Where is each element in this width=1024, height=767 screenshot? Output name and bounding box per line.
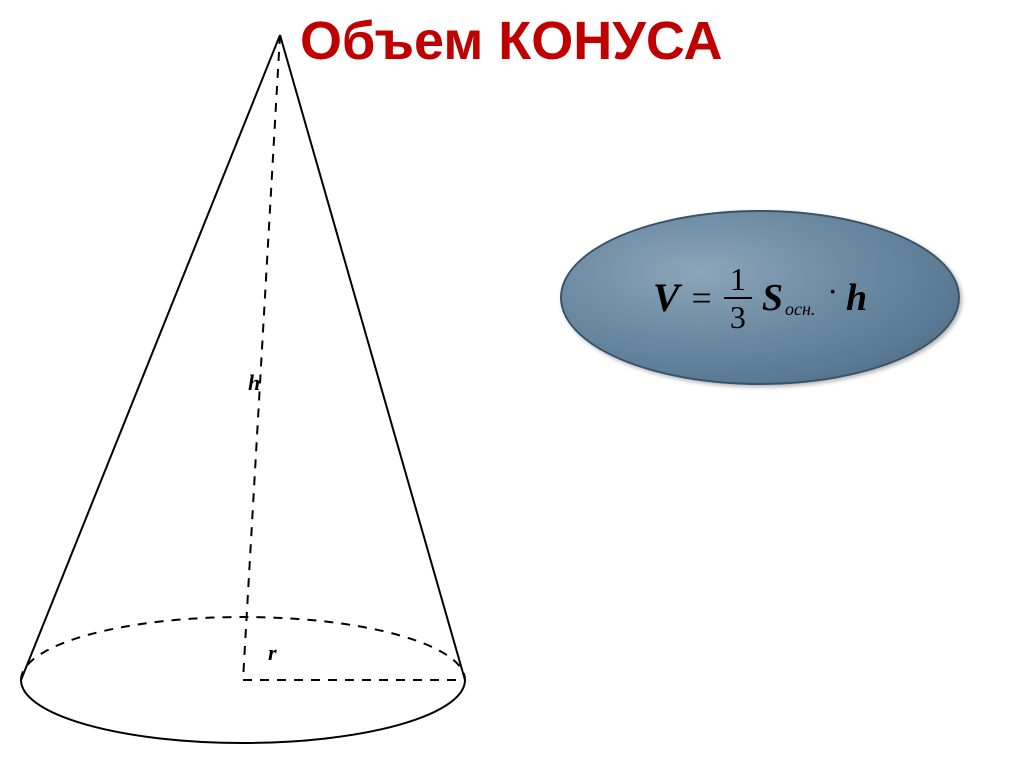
radius-label: r <box>268 640 277 666</box>
fraction-denominator: 3 <box>730 299 746 333</box>
cone-diagram <box>5 20 475 760</box>
formula-variable-h: h <box>846 276 867 320</box>
cone-height-line <box>243 35 280 680</box>
cone-left-edge <box>21 35 280 680</box>
formula-container: V = 1 3 S осн. · h <box>560 210 960 385</box>
cone-right-edge <box>280 35 465 680</box>
volume-formula: V = 1 3 S осн. · h <box>653 263 867 333</box>
formula-variable-S: S <box>762 276 783 320</box>
cone-base-front <box>21 680 465 743</box>
fraction-numerator: 1 <box>730 263 746 297</box>
cone-svg <box>5 20 475 760</box>
formula-variable-V: V <box>653 274 680 321</box>
height-label: h <box>248 370 260 396</box>
formula-fraction: 1 3 <box>724 263 752 333</box>
formula-subscript: осн. <box>785 299 815 320</box>
formula-dot: · <box>827 273 838 310</box>
formula-equals: = <box>692 277 712 319</box>
